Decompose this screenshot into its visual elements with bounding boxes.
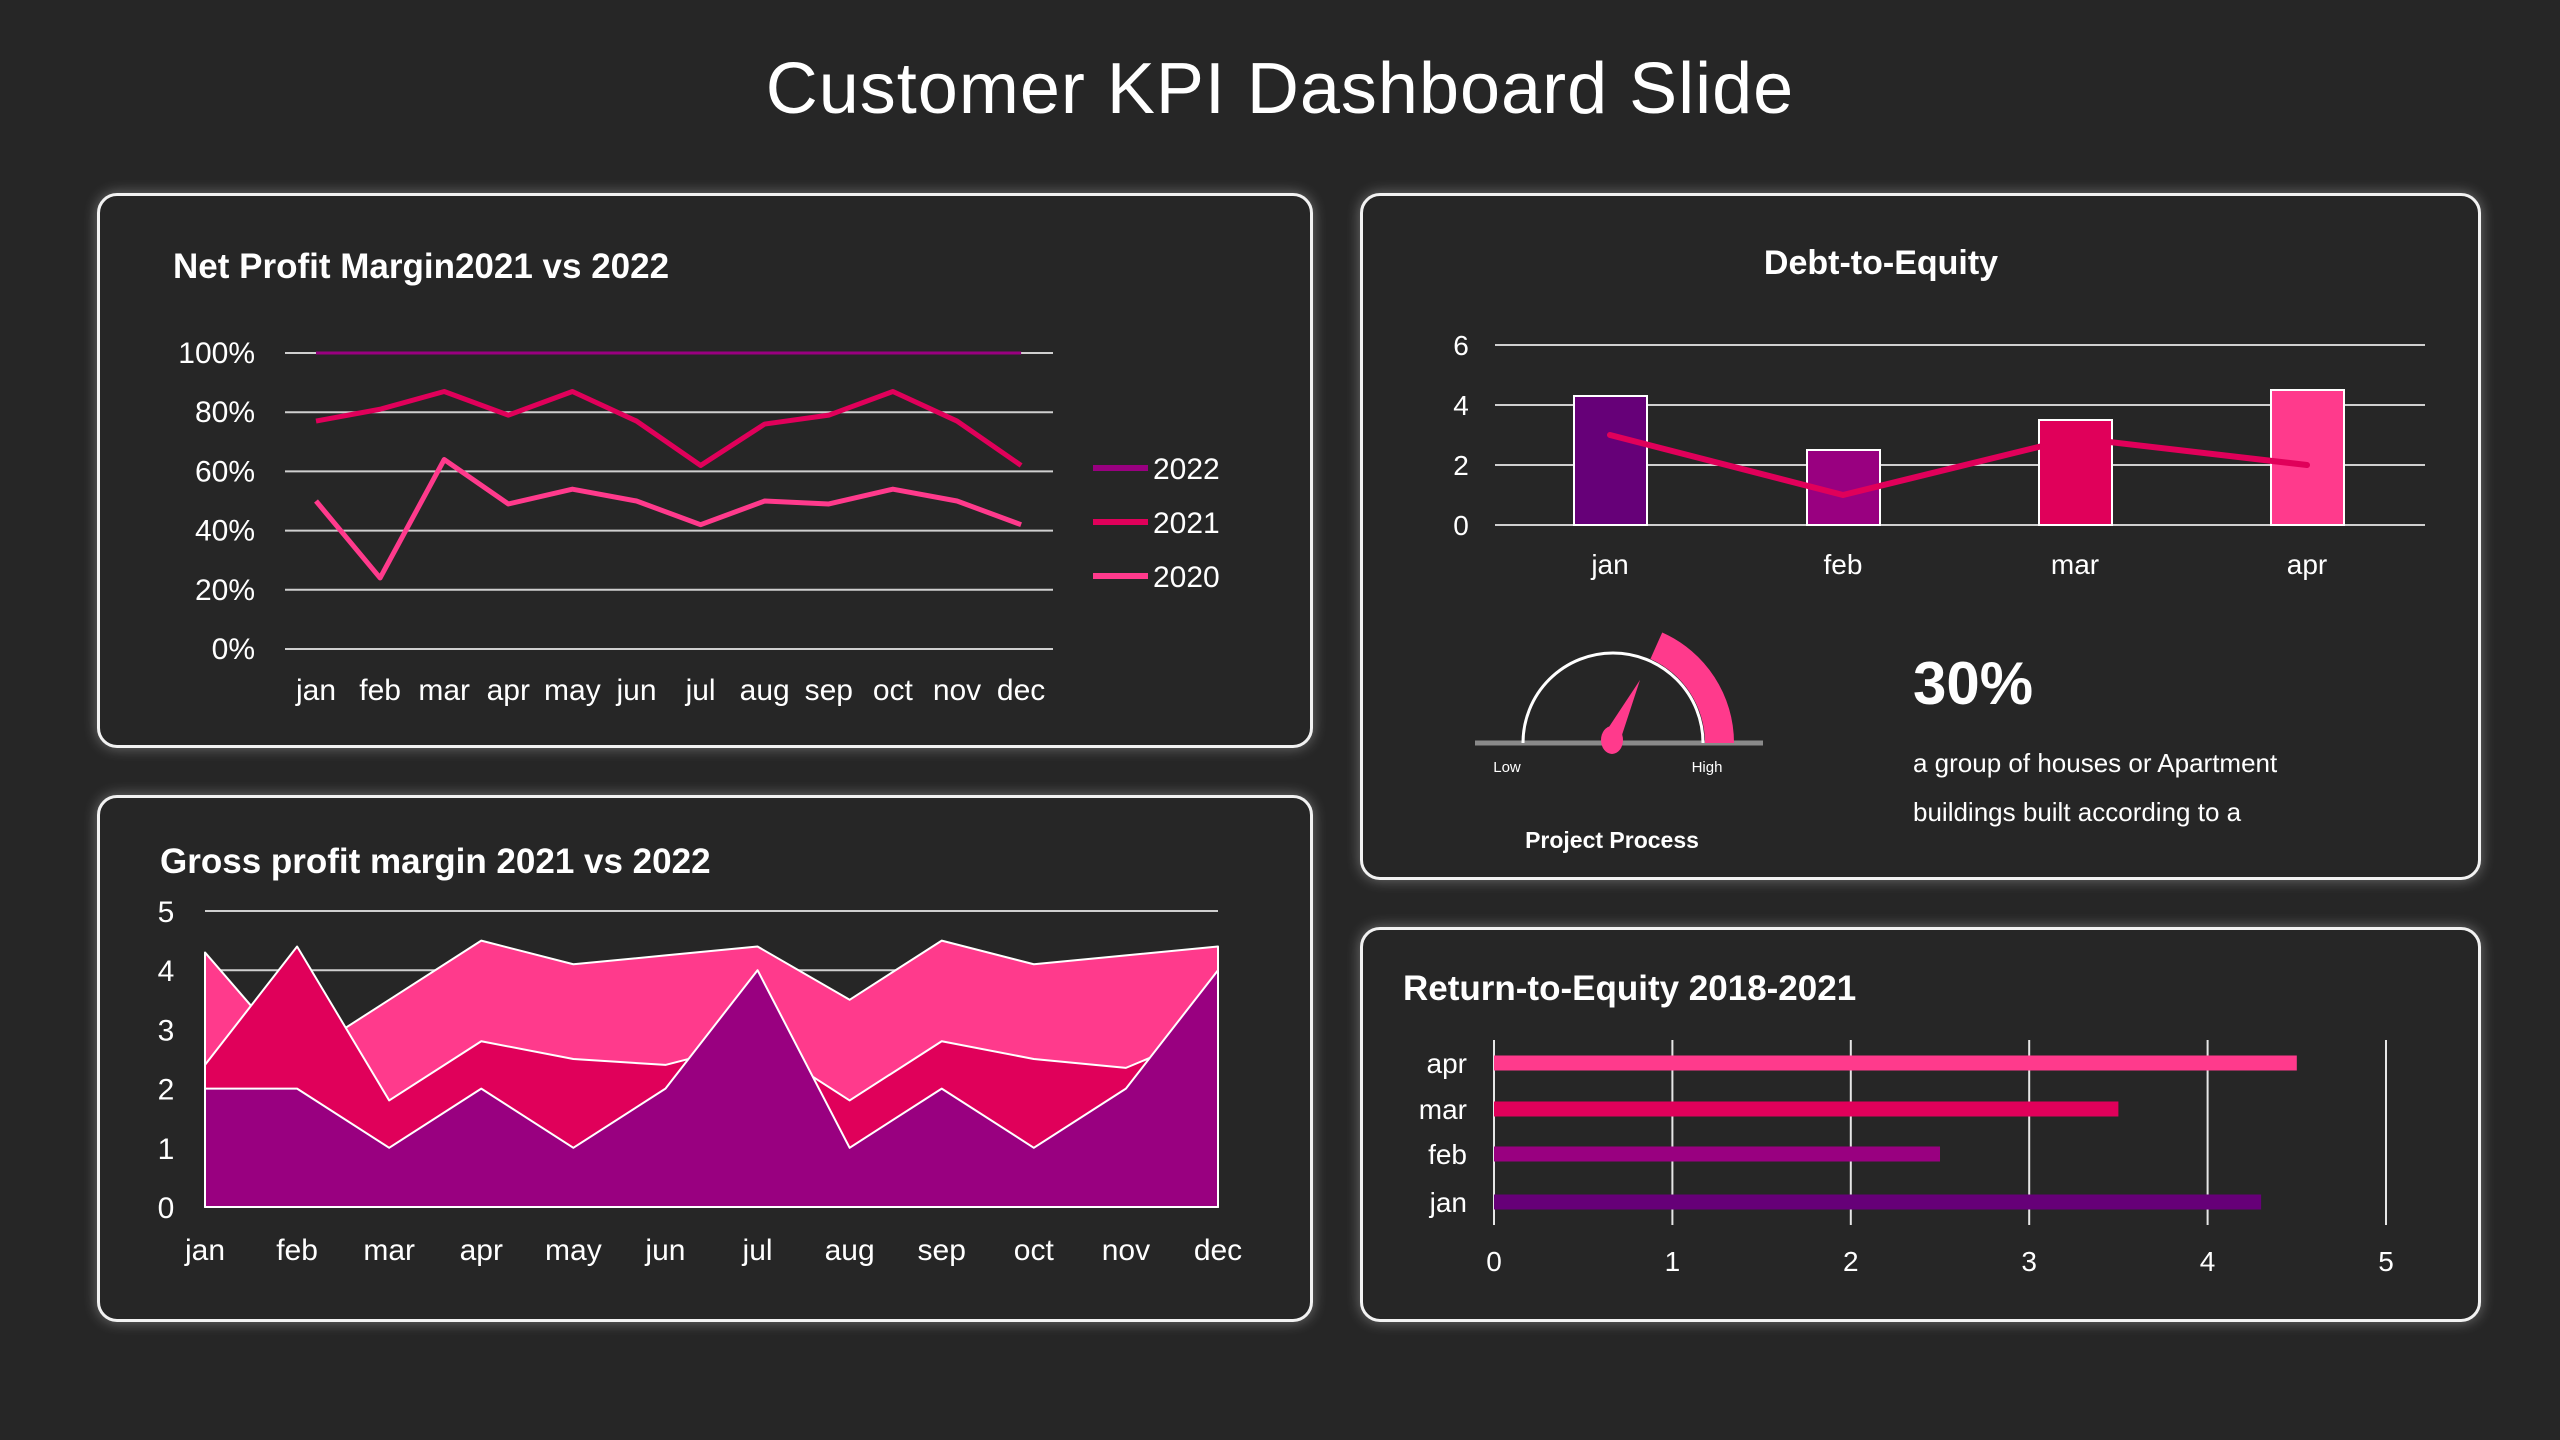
- area-series-2: [204, 969, 1219, 1208]
- bar-apr: [1494, 1055, 2297, 1071]
- y-tick-label: 0: [158, 1192, 175, 1225]
- y-tick-label: 100%: [178, 337, 255, 370]
- x-tick-label: dec: [997, 674, 1045, 707]
- x-tick-label: jul: [685, 674, 716, 707]
- y-tick-label: 0%: [212, 633, 255, 666]
- x-tick-label: 4: [2200, 1246, 2216, 1277]
- x-tick-label: may: [544, 674, 601, 707]
- x-tick-label: mar: [363, 1234, 415, 1267]
- legend-label: 2022: [1153, 453, 1220, 486]
- bar-jan: [1573, 395, 1648, 526]
- legend-label: 2021: [1153, 507, 1220, 540]
- y-tick-label: apr: [1427, 1048, 1467, 1079]
- x-tick-label: 0: [1486, 1246, 1502, 1277]
- series-line-2021: [315, 388, 1023, 468]
- y-tick-label: 3: [158, 1014, 175, 1047]
- gauge-hub: [1601, 726, 1623, 754]
- kpi-value: 30%: [1913, 650, 2033, 717]
- net-profit-chart: Net Profit Margin2021 vs 2022 0% 20% 40% 60…: [173, 247, 1220, 707]
- chart-title: Net Profit Margin2021 vs 2022: [173, 247, 669, 286]
- y-tick-label: 4: [158, 955, 175, 988]
- x-tick-label: jan: [1590, 549, 1628, 580]
- y-tick-label: 2: [158, 1074, 175, 1107]
- y-tick-label: 2: [1453, 450, 1469, 481]
- gauge: Low High Project Process: [1475, 632, 1763, 853]
- x-tick-label: mar: [2051, 549, 2099, 580]
- x-tick-label: aug: [825, 1234, 875, 1267]
- bar-mar: [1494, 1101, 2119, 1117]
- y-tick-label: 80%: [195, 396, 255, 429]
- x-tick-label: 1: [1665, 1246, 1681, 1277]
- net-profit-panel: Net Profit Margin2021 vs 2022 0% 20% 40% 60…: [97, 193, 1313, 748]
- x-tick-label: aug: [740, 674, 790, 707]
- legend-label: 2020: [1153, 561, 1220, 594]
- x-tick-label: jun: [615, 674, 656, 707]
- page-title: Customer KPI Dashboard Slide: [765, 49, 1795, 129]
- x-tick-label: jul: [742, 1234, 773, 1267]
- gauge-needle: [1603, 680, 1640, 738]
- x-tick-label: feb: [359, 674, 401, 707]
- x-tick-label: 3: [2021, 1246, 2037, 1277]
- return-to-equity-chart: Return-to-Equity 2018-2021 0 1 2 3 4 5 jan feb m…: [1403, 969, 2394, 1277]
- y-tick-label: 40%: [195, 515, 255, 548]
- return-to-equity-panel: Return-to-Equity 2018-2021 0 1 2 3 4 5 jan feb m…: [1360, 927, 2481, 1322]
- gauge-level-band: [1650, 632, 1734, 743]
- gauge-label: Project Process: [1525, 827, 1699, 853]
- x-tick-label: nov: [1102, 1234, 1150, 1267]
- bar-feb: [1494, 1146, 1940, 1162]
- y-tick-label: 6: [1453, 330, 1469, 361]
- x-tick-label: jan: [184, 1234, 225, 1267]
- y-tick-label: feb: [1428, 1139, 1467, 1170]
- y-tick-label: 0: [1453, 510, 1469, 541]
- debt-to-equity-chart: Debt-to-Equity 0 2 4 6 jan feb mar apr Low High…: [1453, 244, 2425, 853]
- x-tick-label: feb: [1824, 549, 1863, 580]
- kpi-description-line1: a group of houses or Apartment: [1913, 748, 2278, 778]
- y-tick-label: 4: [1453, 390, 1469, 421]
- bar-apr: [2270, 389, 2345, 526]
- line-series: [1607, 432, 2310, 498]
- x-tick-label: apr: [460, 1234, 503, 1267]
- bar-jan: [1494, 1194, 2262, 1210]
- x-tick-label: sep: [918, 1234, 966, 1267]
- gross-profit-chart: Gross profit margin 2021 vs 2022 0 1 2 3 4 5 j…: [158, 842, 1243, 1267]
- chart-title: Return-to-Equity 2018-2021: [1403, 969, 1856, 1008]
- y-tick-label: 1: [158, 1133, 175, 1166]
- x-tick-label: jan: [295, 674, 336, 707]
- gauge-low-label: Low: [1493, 759, 1521, 776]
- gauge-arc: [1521, 651, 1705, 744]
- y-tick-label: 20%: [195, 574, 255, 607]
- y-tick-label: 5: [158, 896, 175, 929]
- chart-title: Gross profit margin 2021 vs 2022: [160, 842, 711, 881]
- x-tick-label: 5: [2378, 1246, 2394, 1277]
- y-tick-label: mar: [1419, 1094, 1467, 1125]
- x-tick-label: apr: [2287, 549, 2327, 580]
- x-tick-label: oct: [1014, 1234, 1055, 1267]
- x-tick-label: sep: [805, 674, 853, 707]
- y-tick-label: jan: [1429, 1187, 1467, 1218]
- debt-to-equity-panel: Debt-to-Equity 0 2 4 6 jan feb mar apr Low High…: [1360, 193, 2481, 880]
- x-tick-label: feb: [276, 1234, 318, 1267]
- x-tick-label: nov: [933, 674, 981, 707]
- gross-profit-panel: Gross profit margin 2021 vs 2022 0 1 2 3 4 5 j…: [97, 795, 1313, 1322]
- x-tick-label: 2: [1843, 1246, 1859, 1277]
- x-tick-label: oct: [873, 674, 914, 707]
- x-tick-label: jun: [644, 1234, 685, 1267]
- kpi-description-line2: buildings built according to a: [1913, 797, 2242, 827]
- y-tick-label: 60%: [195, 455, 255, 488]
- chart-title: Debt-to-Equity: [1764, 244, 1998, 282]
- x-tick-label: apr: [487, 674, 530, 707]
- x-tick-label: mar: [418, 674, 470, 707]
- gauge-high-label: High: [1692, 759, 1723, 776]
- x-tick-label: dec: [1194, 1234, 1242, 1267]
- series-line-2020: [314, 457, 1022, 581]
- x-tick-label: may: [545, 1234, 602, 1267]
